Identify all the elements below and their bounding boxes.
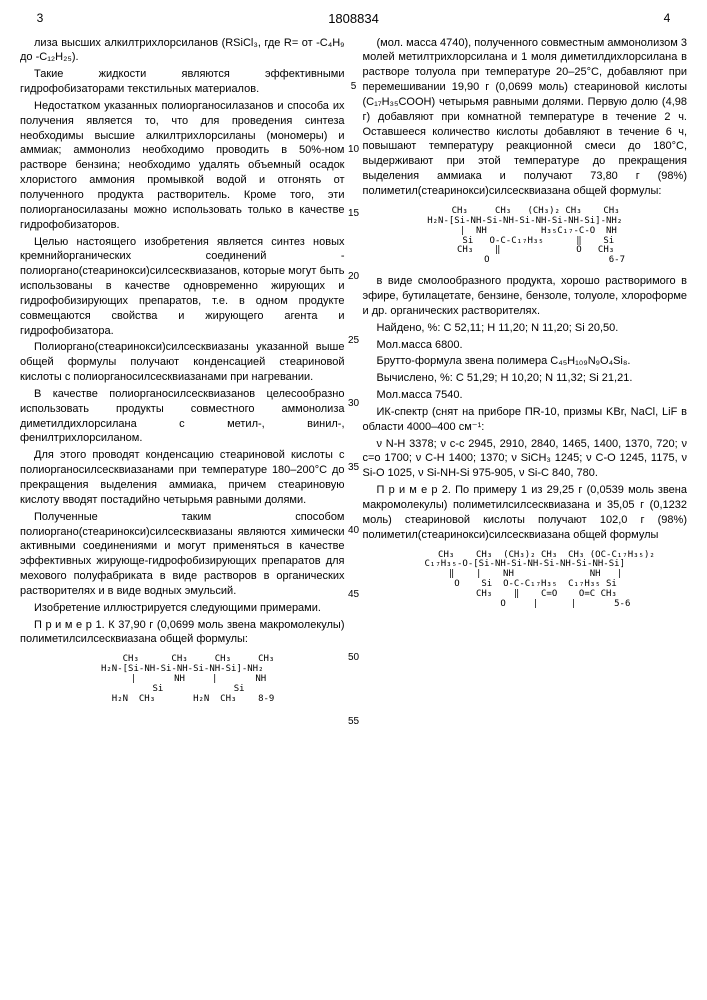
line-number-gutter: 5 10 15 20 25 30 35 40 45 50 55 xyxy=(345,36,363,729)
content-wrapper: лиза высших алкилтрихлорсиланов (RSiCl₃,… xyxy=(20,36,687,729)
line-marker: 40 xyxy=(345,524,363,538)
line-marker: 55 xyxy=(345,715,363,729)
para: Полиоргано(стеаринокси)силсесквиазаны ук… xyxy=(20,340,345,385)
document-number: 1808834 xyxy=(60,10,647,28)
para: ИК-спектр (снят на приборе ПR-10, призмы… xyxy=(363,405,688,435)
page-header: 3 1808834 4 xyxy=(20,10,687,28)
para: Изобретение иллюстрируется следующими пр… xyxy=(20,601,345,616)
chemical-formula-2: CH₃ CH₃ (CH₃)₂ CH₃ CH₃ H₂N-[Si-NH-Si-NH-… xyxy=(363,207,688,266)
left-column: лиза высших алкилтрихлорсиланов (RSiCl₃,… xyxy=(20,36,345,729)
para: Недостатком указанных полиорганосилазано… xyxy=(20,99,345,233)
line-marker: 45 xyxy=(345,588,363,602)
para: ν N-H 3378; ν c-c 2945, 2910, 2840, 1465… xyxy=(363,437,688,482)
para: лиза высших алкилтрихлорсиланов (RSiCl₃,… xyxy=(20,36,345,66)
right-column: (мол. масса 4740), полученного совместны… xyxy=(363,36,688,729)
para: Для этого проводят конденсацию стеаринов… xyxy=(20,448,345,507)
para: Вычислено, %: С 51,29; Н 10,20; N 11,32;… xyxy=(363,371,688,386)
line-marker: 35 xyxy=(345,461,363,475)
chemical-formula-3: CH₃ CH₃ (CH₃)₂ CH₃ CH₃ (OC-C₁₇H₃₅)₂ C₁₇H… xyxy=(363,551,688,610)
para: В качестве полиорганосилсесквиазанов цел… xyxy=(20,387,345,446)
para: (мол. масса 4740), полученного совместны… xyxy=(363,36,688,199)
line-marker: 20 xyxy=(345,270,363,284)
line-marker: 30 xyxy=(345,397,363,411)
para: Найдено, %: С 52,11; Н 11,20; N 11,20; S… xyxy=(363,321,688,336)
line-marker: 5 xyxy=(345,80,363,94)
line-marker: 50 xyxy=(345,651,363,665)
page-container: 3 1808834 4 лиза высших алкилтрихлорсила… xyxy=(0,0,707,748)
para: Такие жидкости являются эффективными гид… xyxy=(20,67,345,97)
line-marker: 10 xyxy=(345,143,363,157)
line-marker: 15 xyxy=(345,207,363,221)
page-number-left: 3 xyxy=(20,10,60,28)
formula-text: CH₃ CH₃ (CH₃)₂ CH₃ CH₃ (OC-C₁₇H₃₅)₂ C₁₇H… xyxy=(363,551,688,610)
para: Полученные таким способом полиоргано(сте… xyxy=(20,510,345,599)
line-marker: 25 xyxy=(345,334,363,348)
formula-text: CH₃ CH₃ CH₃ CH₃ H₂N-[Si-NH-Si-NH-Si-NH-S… xyxy=(20,655,345,704)
para-example-1: П р и м е р 1. К 37,90 г (0,0699 моль зв… xyxy=(20,618,345,648)
para: Брутто-формула звена полимера C₄₅H₁₀₉N₉O… xyxy=(363,354,688,369)
chemical-formula-1: CH₃ CH₃ CH₃ CH₃ H₂N-[Si-NH-Si-NH-Si-NH-S… xyxy=(20,655,345,704)
formula-text: CH₃ CH₃ (CH₃)₂ CH₃ CH₃ H₂N-[Si-NH-Si-NH-… xyxy=(363,207,688,266)
para: Мол.масса 7540. xyxy=(363,388,688,403)
para: Мол.масса 6800. xyxy=(363,338,688,353)
para-example-2: П р и м е р 2. По примеру 1 из 29,25 г (… xyxy=(363,483,688,542)
para: Целью настоящего изобретения является си… xyxy=(20,235,345,339)
page-number-right: 4 xyxy=(647,10,687,28)
para: в виде смолообразного продукта, хорошо р… xyxy=(363,274,688,319)
